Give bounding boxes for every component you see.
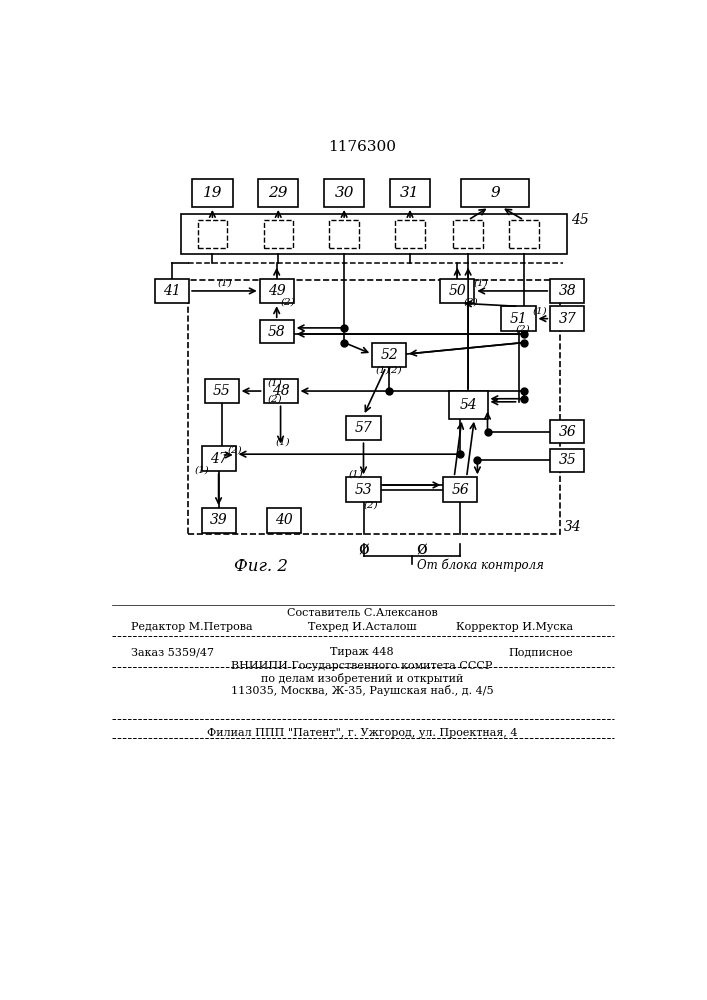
Bar	[264, 220, 293, 248]
Text: (2): (2)	[280, 297, 295, 306]
Bar	[264, 379, 298, 403]
Bar	[550, 306, 585, 331]
Text: (1): (1)	[267, 378, 281, 387]
Text: 54: 54	[460, 398, 477, 412]
Text: (2): (2)	[267, 395, 281, 404]
Text: ø: ø	[416, 540, 427, 558]
Bar	[509, 220, 539, 248]
Text: (1): (1)	[195, 465, 209, 474]
Text: 48: 48	[271, 384, 289, 398]
Text: 39: 39	[210, 513, 228, 527]
Text: 47: 47	[210, 452, 228, 466]
Text: 37: 37	[559, 312, 576, 326]
Bar	[192, 179, 233, 207]
Text: 45: 45	[571, 213, 589, 227]
Bar	[550, 420, 585, 443]
Bar	[550, 279, 585, 303]
Text: 55: 55	[213, 384, 230, 398]
Bar	[501, 306, 535, 331]
Bar	[201, 508, 235, 533]
Text: (1): (1)	[375, 366, 390, 375]
Text: Заказ 5359/47: Заказ 5359/47	[131, 647, 214, 657]
Text: 35: 35	[559, 453, 576, 467]
Text: (1): (1)	[276, 437, 290, 446]
Text: ø: ø	[358, 540, 369, 558]
Bar	[259, 320, 293, 343]
Text: Техред И.Асталош: Техред И.Асталош	[308, 622, 416, 632]
Bar	[440, 279, 474, 303]
Text: 31: 31	[400, 186, 420, 200]
Text: Тираж 448: Тираж 448	[330, 647, 394, 657]
Bar	[372, 343, 406, 367]
Text: 41: 41	[163, 284, 181, 298]
Text: (2): (2)	[464, 297, 479, 306]
Text: 9: 9	[491, 186, 500, 200]
Bar	[346, 477, 380, 502]
Bar	[259, 279, 293, 303]
Text: (1): (1)	[473, 279, 488, 288]
Text: 53: 53	[355, 483, 373, 497]
Text: по делам изобретений и открытий: по делам изобретений и открытий	[261, 673, 463, 684]
Bar	[550, 449, 585, 472]
Text: (2): (2)	[228, 445, 243, 454]
Bar	[461, 179, 530, 207]
Bar	[258, 179, 298, 207]
Bar	[390, 179, 430, 207]
Text: 1176300: 1176300	[328, 140, 396, 154]
Text: ВНИИПИ Государственного комитета СССР: ВНИИПИ Государственного комитета СССР	[231, 661, 493, 671]
Text: (1): (1)	[217, 279, 232, 288]
Text: 36: 36	[559, 425, 576, 439]
Bar	[443, 477, 477, 502]
Text: Корректор И.Муска: Корректор И.Муска	[455, 622, 573, 632]
Text: Подписное: Подписное	[508, 647, 573, 657]
Text: 40: 40	[275, 513, 293, 527]
Text: 57: 57	[355, 421, 373, 435]
Text: 30: 30	[334, 186, 354, 200]
Text: Составитель С.Алексанов: Составитель С.Алексанов	[286, 608, 438, 618]
Text: 19: 19	[203, 186, 222, 200]
Bar	[324, 179, 364, 207]
Text: 56: 56	[452, 483, 469, 497]
Text: 58: 58	[268, 325, 286, 339]
Text: 113035, Москва, Ж-35, Раушская наб., д. 4/5: 113035, Москва, Ж-35, Раушская наб., д. …	[230, 685, 493, 696]
Bar	[346, 416, 380, 440]
Text: 51: 51	[510, 312, 527, 326]
Text: (1): (1)	[349, 470, 363, 479]
Text: 38: 38	[559, 284, 576, 298]
Bar	[198, 220, 227, 248]
Text: Фиг. 2: Фиг. 2	[234, 558, 288, 575]
Bar	[201, 446, 235, 471]
Text: 49: 49	[268, 284, 286, 298]
Bar	[155, 279, 189, 303]
Text: (2): (2)	[515, 325, 530, 334]
Bar	[453, 220, 483, 248]
Text: От блока контроля: От блока контроля	[416, 558, 544, 572]
Text: (1): (1)	[532, 306, 547, 315]
Text: 34: 34	[564, 520, 582, 534]
Text: Редактор М.Петрова: Редактор М.Петрова	[131, 622, 252, 632]
Bar	[449, 391, 488, 419]
Bar	[204, 379, 239, 403]
Bar	[267, 508, 300, 533]
Text: (2): (2)	[364, 500, 378, 510]
Text: Филиал ППП "Патент", г. Ужгород, ул. Проектная, 4: Филиал ППП "Патент", г. Ужгород, ул. Про…	[206, 728, 518, 738]
Text: 50: 50	[448, 284, 466, 298]
Bar	[182, 214, 567, 254]
Bar	[329, 220, 359, 248]
Bar	[187, 280, 559, 534]
Text: 52: 52	[380, 348, 398, 362]
Bar	[395, 220, 425, 248]
Text: 29: 29	[269, 186, 288, 200]
Text: (2): (2)	[388, 366, 402, 375]
